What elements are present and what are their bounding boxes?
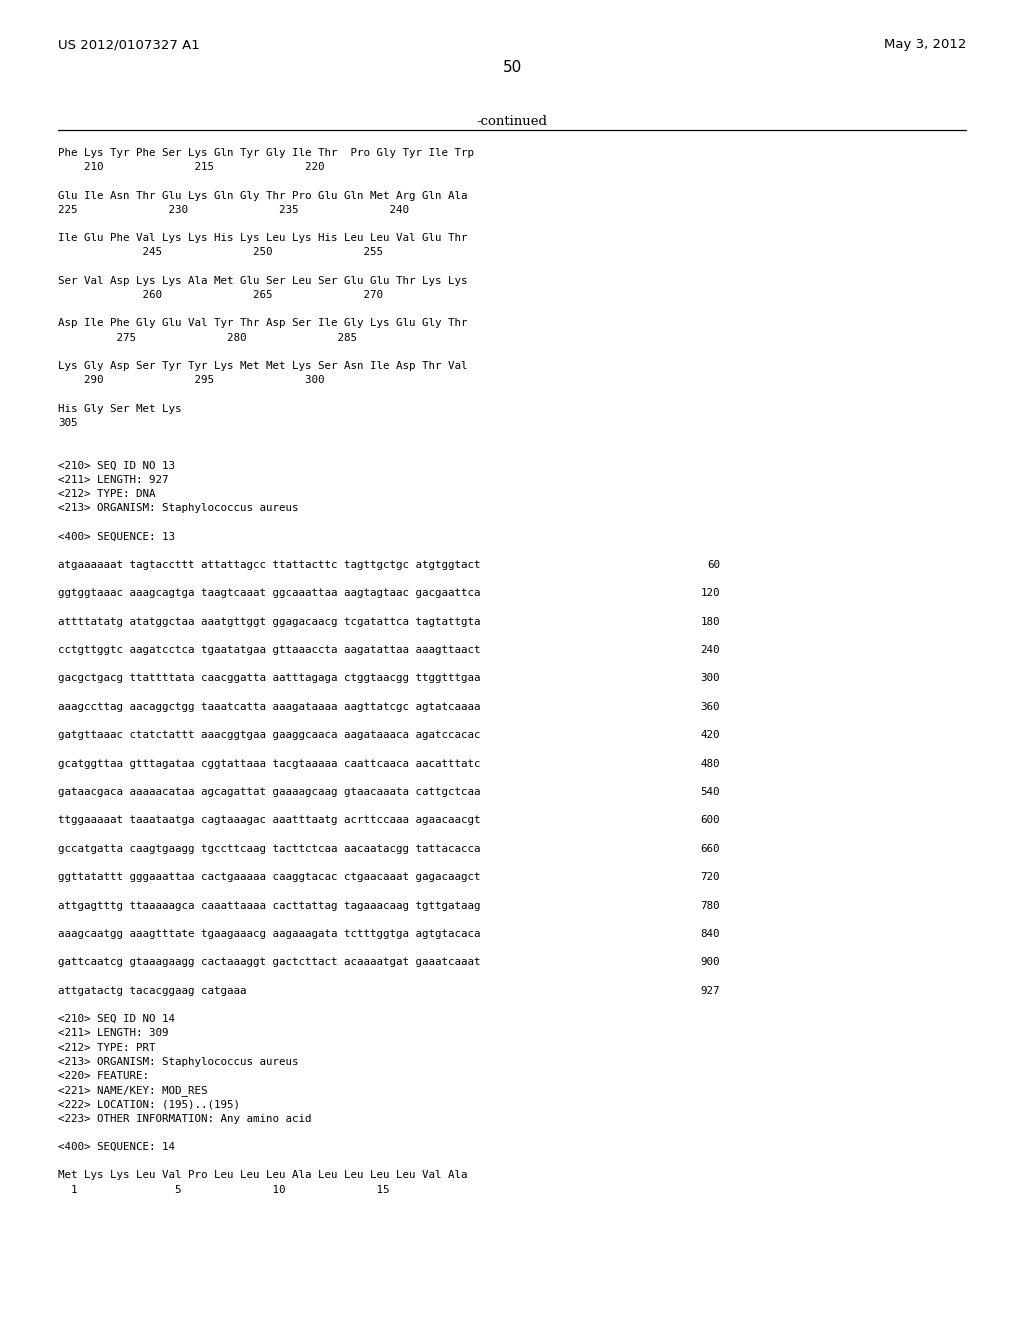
Text: 305: 305 — [58, 418, 78, 428]
Text: <213> ORGANISM: Staphylococcus aureus: <213> ORGANISM: Staphylococcus aureus — [58, 1057, 299, 1067]
Text: gacgctgacg ttattttata caacggatta aatttagaga ctggtaacgg ttggtttgaa: gacgctgacg ttattttata caacggatta aatttag… — [58, 673, 480, 684]
Text: Met Lys Lys Leu Val Pro Leu Leu Leu Ala Leu Leu Leu Leu Val Ala: Met Lys Lys Leu Val Pro Leu Leu Leu Ala … — [58, 1171, 468, 1180]
Text: 840: 840 — [700, 929, 720, 939]
Text: 540: 540 — [700, 787, 720, 797]
Text: <213> ORGANISM: Staphylococcus aureus: <213> ORGANISM: Staphylococcus aureus — [58, 503, 299, 513]
Text: attttatatg atatggctaa aaatgttggt ggagacaacg tcgatattca tagtattgta: attttatatg atatggctaa aaatgttggt ggagaca… — [58, 616, 480, 627]
Text: May 3, 2012: May 3, 2012 — [884, 38, 966, 51]
Text: -continued: -continued — [476, 115, 548, 128]
Text: <400> SEQUENCE: 14: <400> SEQUENCE: 14 — [58, 1142, 175, 1152]
Text: His Gly Ser Met Lys: His Gly Ser Met Lys — [58, 404, 181, 413]
Text: atgaaaaaat tagtaccttt attattagcc ttattacttc tagttgctgc atgtggtact: atgaaaaaat tagtaccttt attattagcc ttattac… — [58, 560, 480, 570]
Text: <221> NAME/KEY: MOD_RES: <221> NAME/KEY: MOD_RES — [58, 1085, 208, 1096]
Text: 50: 50 — [503, 59, 521, 75]
Text: 780: 780 — [700, 900, 720, 911]
Text: Phe Lys Tyr Phe Ser Lys Gln Tyr Gly Ile Thr  Pro Gly Tyr Ile Trp: Phe Lys Tyr Phe Ser Lys Gln Tyr Gly Ile … — [58, 148, 474, 158]
Text: Lys Gly Asp Ser Tyr Tyr Lys Met Met Lys Ser Asn Ile Asp Thr Val: Lys Gly Asp Ser Tyr Tyr Lys Met Met Lys … — [58, 360, 468, 371]
Text: 290              295              300: 290 295 300 — [58, 375, 325, 385]
Text: 927: 927 — [700, 986, 720, 995]
Text: US 2012/0107327 A1: US 2012/0107327 A1 — [58, 38, 200, 51]
Text: <212> TYPE: DNA: <212> TYPE: DNA — [58, 488, 156, 499]
Text: <210> SEQ ID NO 14: <210> SEQ ID NO 14 — [58, 1014, 175, 1024]
Text: <400> SEQUENCE: 13: <400> SEQUENCE: 13 — [58, 532, 175, 541]
Text: gataacgaca aaaaacataa agcagattat gaaaagcaag gtaacaaata cattgctcaa: gataacgaca aaaaacataa agcagattat gaaaagc… — [58, 787, 480, 797]
Text: ttggaaaaat taaataatga cagtaaagac aaatttaatg acrttccaaa agaacaacgt: ttggaaaaat taaataatga cagtaaagac aaattta… — [58, 816, 480, 825]
Text: 600: 600 — [700, 816, 720, 825]
Text: gattcaatcg gtaaagaagg cactaaaggt gactcttact acaaaatgat gaaatcaaat: gattcaatcg gtaaagaagg cactaaaggt gactctt… — [58, 957, 480, 968]
Text: 360: 360 — [700, 702, 720, 711]
Text: gatgttaaac ctatctattt aaacggtgaa gaaggcaaca aagataaaca agatccacac: gatgttaaac ctatctattt aaacggtgaa gaaggca… — [58, 730, 480, 741]
Text: 245              250              255: 245 250 255 — [58, 247, 383, 257]
Text: gccatgatta caagtgaagg tgccttcaag tacttctcaa aacaatacgg tattacacca: gccatgatta caagtgaagg tgccttcaag tacttct… — [58, 843, 480, 854]
Text: aaagcaatgg aaagtttate tgaagaaacg aagaaagata tctttggtga agtgtacaca: aaagcaatgg aaagtttate tgaagaaacg aagaaag… — [58, 929, 480, 939]
Text: 420: 420 — [700, 730, 720, 741]
Text: <222> LOCATION: (195)..(195): <222> LOCATION: (195)..(195) — [58, 1100, 240, 1109]
Text: 720: 720 — [700, 873, 720, 882]
Text: 660: 660 — [700, 843, 720, 854]
Text: attgatactg tacacggaag catgaaa: attgatactg tacacggaag catgaaa — [58, 986, 247, 995]
Text: Asp Ile Phe Gly Glu Val Tyr Thr Asp Ser Ile Gly Lys Glu Gly Thr: Asp Ile Phe Gly Glu Val Tyr Thr Asp Ser … — [58, 318, 468, 329]
Text: 275              280              285: 275 280 285 — [58, 333, 357, 343]
Text: 240: 240 — [700, 645, 720, 655]
Text: 300: 300 — [700, 673, 720, 684]
Text: <212> TYPE: PRT: <212> TYPE: PRT — [58, 1043, 156, 1052]
Text: ggtggtaaac aaagcagtga taagtcaaat ggcaaattaa aagtagtaac gacgaattca: ggtggtaaac aaagcagtga taagtcaaat ggcaaat… — [58, 589, 480, 598]
Text: <223> OTHER INFORMATION: Any amino acid: <223> OTHER INFORMATION: Any amino acid — [58, 1114, 311, 1123]
Text: 120: 120 — [700, 589, 720, 598]
Text: 180: 180 — [700, 616, 720, 627]
Text: 1               5              10              15: 1 5 10 15 — [58, 1184, 389, 1195]
Text: <211> LENGTH: 309: <211> LENGTH: 309 — [58, 1028, 169, 1039]
Text: <211> LENGTH: 927: <211> LENGTH: 927 — [58, 475, 169, 484]
Text: 900: 900 — [700, 957, 720, 968]
Text: Ser Val Asp Lys Lys Ala Met Glu Ser Leu Ser Glu Glu Thr Lys Lys: Ser Val Asp Lys Lys Ala Met Glu Ser Leu … — [58, 276, 468, 286]
Text: gcatggttaa gtttagataa cggtattaaa tacgtaaaaa caattcaaca aacatttatc: gcatggttaa gtttagataa cggtattaaa tacgtaa… — [58, 759, 480, 768]
Text: <220> FEATURE:: <220> FEATURE: — [58, 1071, 150, 1081]
Text: Ile Glu Phe Val Lys Lys His Lys Leu Lys His Leu Leu Val Glu Thr: Ile Glu Phe Val Lys Lys His Lys Leu Lys … — [58, 234, 468, 243]
Text: ggttatattt gggaaattaa cactgaaaaa caaggtacac ctgaacaaat gagacaagct: ggttatattt gggaaattaa cactgaaaaa caaggta… — [58, 873, 480, 882]
Text: 260              265              270: 260 265 270 — [58, 290, 383, 300]
Text: attgagtttg ttaaaaagca caaattaaaa cacttattag tagaaacaag tgttgataag: attgagtttg ttaaaaagca caaattaaaa cacttat… — [58, 900, 480, 911]
Text: 225              230              235              240: 225 230 235 240 — [58, 205, 409, 215]
Text: Glu Ile Asn Thr Glu Lys Gln Gly Thr Pro Glu Gln Met Arg Gln Ala: Glu Ile Asn Thr Glu Lys Gln Gly Thr Pro … — [58, 190, 468, 201]
Text: 480: 480 — [700, 759, 720, 768]
Text: aaagccttag aacaggctgg taaatcatta aaagataaaa aagttatcgc agtatcaaaa: aaagccttag aacaggctgg taaatcatta aaagata… — [58, 702, 480, 711]
Text: 210              215              220: 210 215 220 — [58, 162, 325, 172]
Text: cctgttggtc aagatcctca tgaatatgaa gttaaaccta aagatattaa aaagttaact: cctgttggtc aagatcctca tgaatatgaa gttaaac… — [58, 645, 480, 655]
Text: 60: 60 — [707, 560, 720, 570]
Text: <210> SEQ ID NO 13: <210> SEQ ID NO 13 — [58, 461, 175, 470]
